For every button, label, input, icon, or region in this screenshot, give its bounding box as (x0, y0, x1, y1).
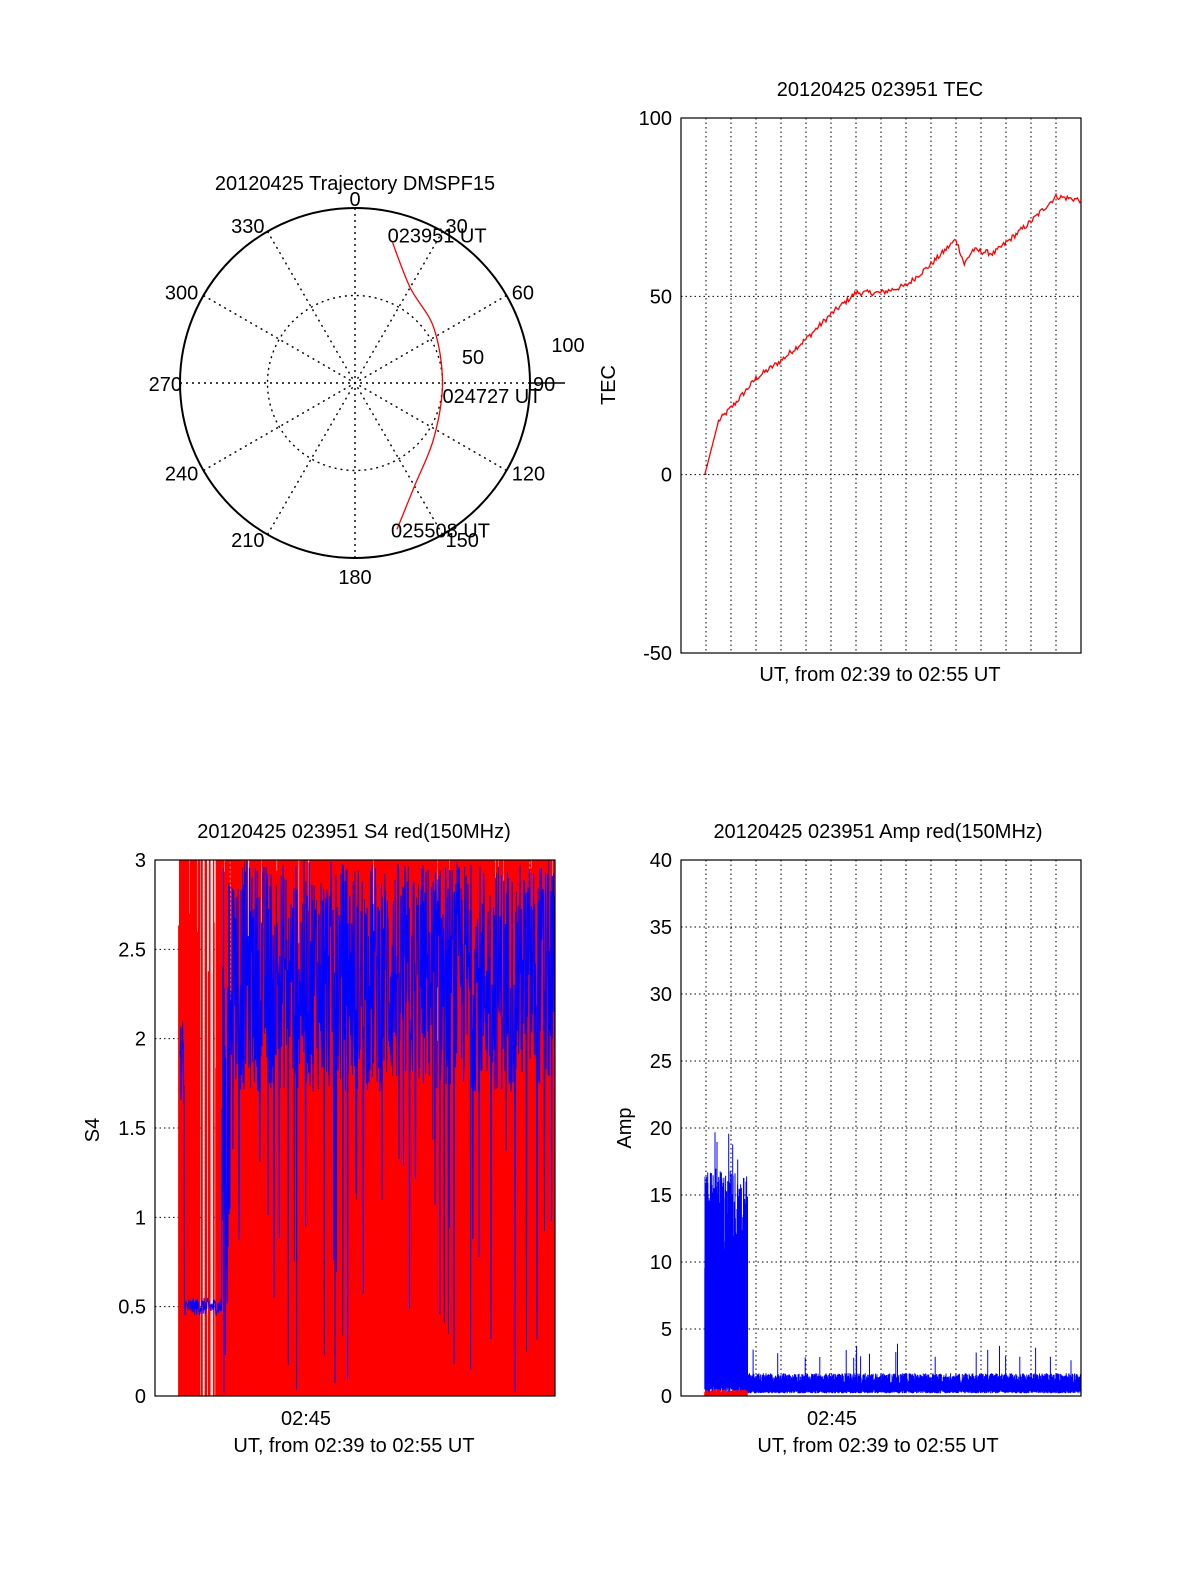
tec-title: 20120425 023951 TEC (777, 79, 983, 101)
s4-ytick-label: 0 (135, 1386, 146, 1408)
tec-ytick-label: 100 (639, 108, 672, 130)
amp-ylabel: Amp (614, 1107, 636, 1148)
polar-azimuth-labels: 0 30 60 90 120 150 180 210 240 270 300 330 (149, 189, 556, 589)
amp-ytick-label: 5 (661, 1319, 672, 1341)
amp-chart: 20120425 023951 Amp red(150MHz) 40 35 30 25… (614, 821, 1082, 1457)
tec-chart: 20120425 023951 TEC 100 50 0 -50 UT, from 0… (598, 79, 1082, 686)
tec-plot-frame (680, 117, 1082, 654)
polar-azimuth-label-60: 60 (512, 283, 534, 305)
tec-y-ticks: 100 50 0 -50 (639, 108, 672, 665)
s4-ytick-label: 2 (135, 1029, 146, 1051)
tec-ytick-label: 50 (650, 286, 672, 308)
s4-ytick-label: 0.5 (118, 1297, 146, 1319)
polar-trajectory-line (391, 242, 444, 530)
amp-ytick-label: 20 (650, 1118, 672, 1140)
amp-ytick-label: 15 (650, 1185, 672, 1207)
s4-y-ticks: 3 2.5 2 1.5 1 0.5 0 (118, 850, 146, 1408)
s4-title: 20120425 023951 S4 red(150MHz) (197, 821, 511, 843)
amp-ytick-label: 35 (650, 917, 672, 939)
s4-ylabel: S4 (82, 1118, 104, 1142)
amp-ytick-label: 30 (650, 984, 672, 1006)
tec-ylabel: TEC (598, 365, 620, 405)
polar-azimuth-label-180: 180 (338, 567, 371, 589)
polar-spoke-150 (266, 231, 444, 535)
polar-azimuth-label-330: 330 (231, 216, 264, 238)
polar-azimuth-label-120: 120 (512, 464, 545, 486)
amp-ytick-label: 25 (650, 1051, 672, 1073)
amp-data (704, 1132, 1082, 1396)
amp-ytick-label: 0 (661, 1386, 672, 1408)
polar-chart: 20120425 Trajectory DMSPF15 0 30 60 90 120 15… (149, 173, 585, 589)
s4-ytick-label: 3 (135, 850, 146, 872)
amp-blue-series (704, 1132, 1082, 1396)
polar-spokes (180, 208, 530, 558)
s4-ytick-label: 1 (135, 1207, 146, 1229)
s4-ytick-label: 2.5 (118, 939, 146, 961)
tec-ytick-label: 0 (661, 465, 672, 487)
polar-radial-label-100: 100 (551, 335, 584, 357)
polar-azimuth-label-30: 30 (446, 216, 468, 238)
polar-azimuth-label-0: 0 (349, 189, 360, 211)
polar-azimuth-label-270: 270 (149, 374, 182, 396)
polar-annotations: 023951 UT 024727 UT 025508 UT (388, 226, 542, 543)
tec-grid (681, 118, 1081, 653)
amp-ytick-label: 10 (650, 1252, 672, 1274)
amp-y-ticks: 40 35 30 25 20 15 10 5 0 (650, 850, 672, 1408)
polar-azimuth-label-240: 240 (165, 464, 198, 486)
polar-annotation-1: 024727 UT (443, 386, 542, 408)
s4-chart: 20120425 023951 S4 red(150MHz) 3 2.5 2 1.5 1… (82, 821, 556, 1457)
s4-ytick-label: 1.5 (118, 1118, 146, 1140)
polar-azimuth-label-210: 210 (231, 530, 264, 552)
amp-title: 20120425 023951 Amp red(150MHz) (713, 821, 1042, 843)
polar-azimuth-label-300: 300 (165, 283, 198, 305)
s4-xlabel: UT, from 02:39 to 02:55 UT (233, 1435, 474, 1457)
s4-plot-frame (154, 859, 556, 1397)
tec-xlabel: UT, from 02:39 to 02:55 UT (759, 664, 1000, 686)
amp-xlabel: UT, from 02:39 to 02:55 UT (757, 1435, 998, 1457)
tec-series-line (704, 192, 1082, 475)
polar-annotation-2: 025508 UT (391, 520, 490, 542)
s4-data (178, 860, 556, 1396)
s4-blue-series (179, 860, 556, 1393)
polar-radial-label-50: 50 (462, 347, 484, 369)
s4-xtick-label: 02:45 (281, 1408, 331, 1430)
polar-title: 20120425 Trajectory DMSPF15 (215, 173, 495, 195)
polar-azimuth-label-150: 150 (446, 530, 479, 552)
amp-plot-frame (680, 859, 1082, 1397)
amp-ytick-label: 40 (650, 850, 672, 872)
polar-azimuth-label-90: 90 (533, 374, 555, 396)
amp-xtick-label: 02:45 (807, 1408, 857, 1430)
tec-ytick-label: -50 (643, 643, 672, 665)
polar-annotation-0: 023951 UT (388, 226, 487, 248)
